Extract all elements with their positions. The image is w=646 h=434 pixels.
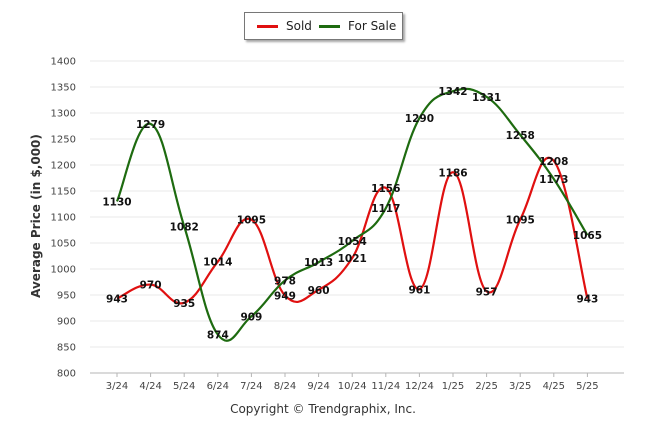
x-tick-label: 9/24 (307, 381, 329, 392)
data-label-sold: 1095 (506, 215, 535, 227)
x-tick-label: 1/25 (442, 381, 464, 392)
data-label-for-sale: 978 (274, 275, 296, 287)
x-tick-label: 10/24 (338, 381, 367, 392)
x-tick-label: 3/25 (509, 381, 531, 392)
y-tick-label: 1200 (51, 161, 76, 172)
x-tick-label: 2/25 (475, 381, 497, 392)
y-tick-label: 800 (57, 369, 76, 380)
data-label-sold: 970 (140, 280, 162, 292)
data-label-for-sale: 1117 (371, 203, 400, 215)
data-label-for-sale: 1130 (102, 196, 131, 208)
sold-swatch (257, 24, 278, 28)
data-label-sold: 1208 (539, 156, 568, 168)
legend-item-sold: Sold (257, 19, 312, 33)
grid-lines (90, 60, 624, 377)
legend-item-for-sale: For Sale (319, 19, 396, 33)
data-label-for-sale: 874 (207, 330, 229, 342)
y-tick-label: 1050 (51, 239, 76, 250)
series-line-sold (116, 156, 589, 305)
x-tick-label: 12/24 (405, 381, 434, 392)
data-label-sold: 1095 (237, 215, 266, 227)
data-label-sold: 960 (308, 285, 330, 297)
x-tick-label: 4/25 (543, 381, 565, 392)
data-label-for-sale: 1173 (539, 174, 568, 186)
data-label-sold: 1156 (371, 183, 400, 195)
series-lines (115, 87, 589, 342)
legend: Sold For Sale (244, 12, 403, 40)
x-tick-label: 11/24 (371, 381, 400, 392)
data-label-for-sale: 1258 (506, 130, 535, 142)
x-tick-label: 5/25 (576, 381, 598, 392)
data-label-for-sale: 1331 (472, 92, 501, 104)
x-tick-label: 4/24 (139, 381, 161, 392)
data-label-sold: 961 (408, 284, 430, 296)
data-label-for-sale: 1290 (405, 113, 434, 125)
data-label-for-sale: 1279 (136, 119, 165, 131)
data-label-for-sale: 1054 (338, 236, 367, 248)
y-tick-label: 950 (57, 291, 76, 302)
data-label-sold: 1186 (438, 167, 467, 179)
y-tick-label: 850 (57, 343, 76, 354)
y-tick-labels: 800 850 900 950 1000 1050 1100 1150 1200 1250 1300… (51, 57, 76, 380)
x-tick-label: 7/24 (240, 381, 262, 392)
data-label-sold: 943 (576, 294, 598, 306)
data-label-for-sale: 1342 (438, 86, 467, 98)
data-label-for-sale: 909 (240, 311, 262, 323)
legend-label-sold: Sold (286, 19, 312, 33)
legend-label-for-sale: For Sale (348, 19, 397, 33)
series-line-for-sale (115, 87, 589, 342)
y-tick-label: 1100 (51, 213, 76, 224)
y-axis-label: Average Price (in $,000) (29, 134, 43, 298)
y-tick-label: 900 (57, 317, 76, 328)
data-label-sold: 949 (274, 291, 296, 303)
data-label-sold: 1021 (338, 253, 367, 265)
copyright-text: Copyright © Trendgraphix, Inc. (230, 402, 416, 416)
data-labels: 943 970 935 1014 1095 949 960 1021 1156 961 1186 95… (102, 86, 602, 341)
data-label-sold: 957 (476, 286, 498, 298)
y-tick-label: 1250 (51, 135, 76, 146)
y-tick-label: 1000 (51, 265, 76, 276)
y-tick-label: 1300 (51, 109, 76, 120)
x-tick-label: 8/24 (274, 381, 296, 392)
data-label-sold: 1014 (203, 257, 232, 269)
data-label-for-sale: 1065 (573, 230, 602, 242)
data-label-sold: 935 (173, 298, 195, 310)
x-tick-label: 3/24 (106, 381, 128, 392)
data-label-for-sale: 1013 (304, 257, 333, 269)
y-tick-label: 1400 (51, 57, 76, 68)
y-tick-label: 1350 (51, 83, 76, 94)
x-tick-label: 5/24 (173, 381, 195, 392)
x-tick-label: 6/24 (207, 381, 229, 392)
data-label-for-sale: 1082 (170, 221, 199, 233)
for-sale-swatch (319, 24, 340, 28)
data-label-sold: 943 (106, 294, 128, 306)
x-tick-labels: 3/24 4/24 5/24 6/24 7/24 8/24 9/24 10/24 11/24 12… (106, 381, 599, 392)
y-tick-label: 1150 (51, 187, 76, 198)
